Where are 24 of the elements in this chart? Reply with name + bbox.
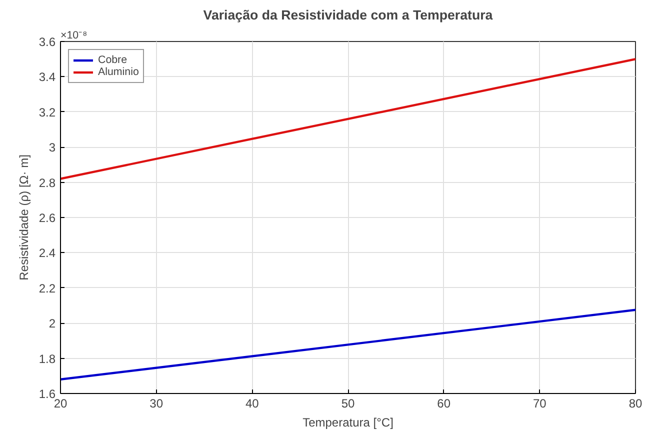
x-tick-label: 50 xyxy=(341,396,355,410)
y-tick-label: 3.6 xyxy=(38,35,56,49)
x-tick-label: 70 xyxy=(532,396,547,410)
y-tick-label: 2.8 xyxy=(38,176,56,190)
x-tick-label: 40 xyxy=(245,396,260,410)
y-tick-label: 1.6 xyxy=(38,387,56,401)
y-tick-label: 3.2 xyxy=(38,105,56,120)
x-tick-label: 30 xyxy=(150,396,164,410)
y-tick-label: 3 xyxy=(48,140,56,155)
x-tick-label: 60 xyxy=(437,396,451,410)
y-tick-label: 2.6 xyxy=(38,211,56,225)
y-tick-label: 1.8 xyxy=(38,352,56,366)
y-tick-label: 2 xyxy=(48,316,56,331)
chart-title: Variação da Resistividade com a Temperatura xyxy=(203,8,494,22)
legend-label: Aluminio xyxy=(98,66,139,78)
x-axis-title: Temperatura [°C] xyxy=(302,416,394,430)
annotation: ×10⁻⁸ xyxy=(60,30,88,42)
y-axis-title: Resistividade (ρ) [Ω· m] xyxy=(16,154,31,280)
x-tick-label: 80 xyxy=(628,396,642,410)
y-tick-label: 2.4 xyxy=(38,246,56,260)
legend-label: Cobre xyxy=(98,54,128,66)
y-tick-label: 2.2 xyxy=(38,281,56,296)
y-tick-label: 3.4 xyxy=(38,70,56,84)
x-tick-label: 20 xyxy=(54,396,68,410)
